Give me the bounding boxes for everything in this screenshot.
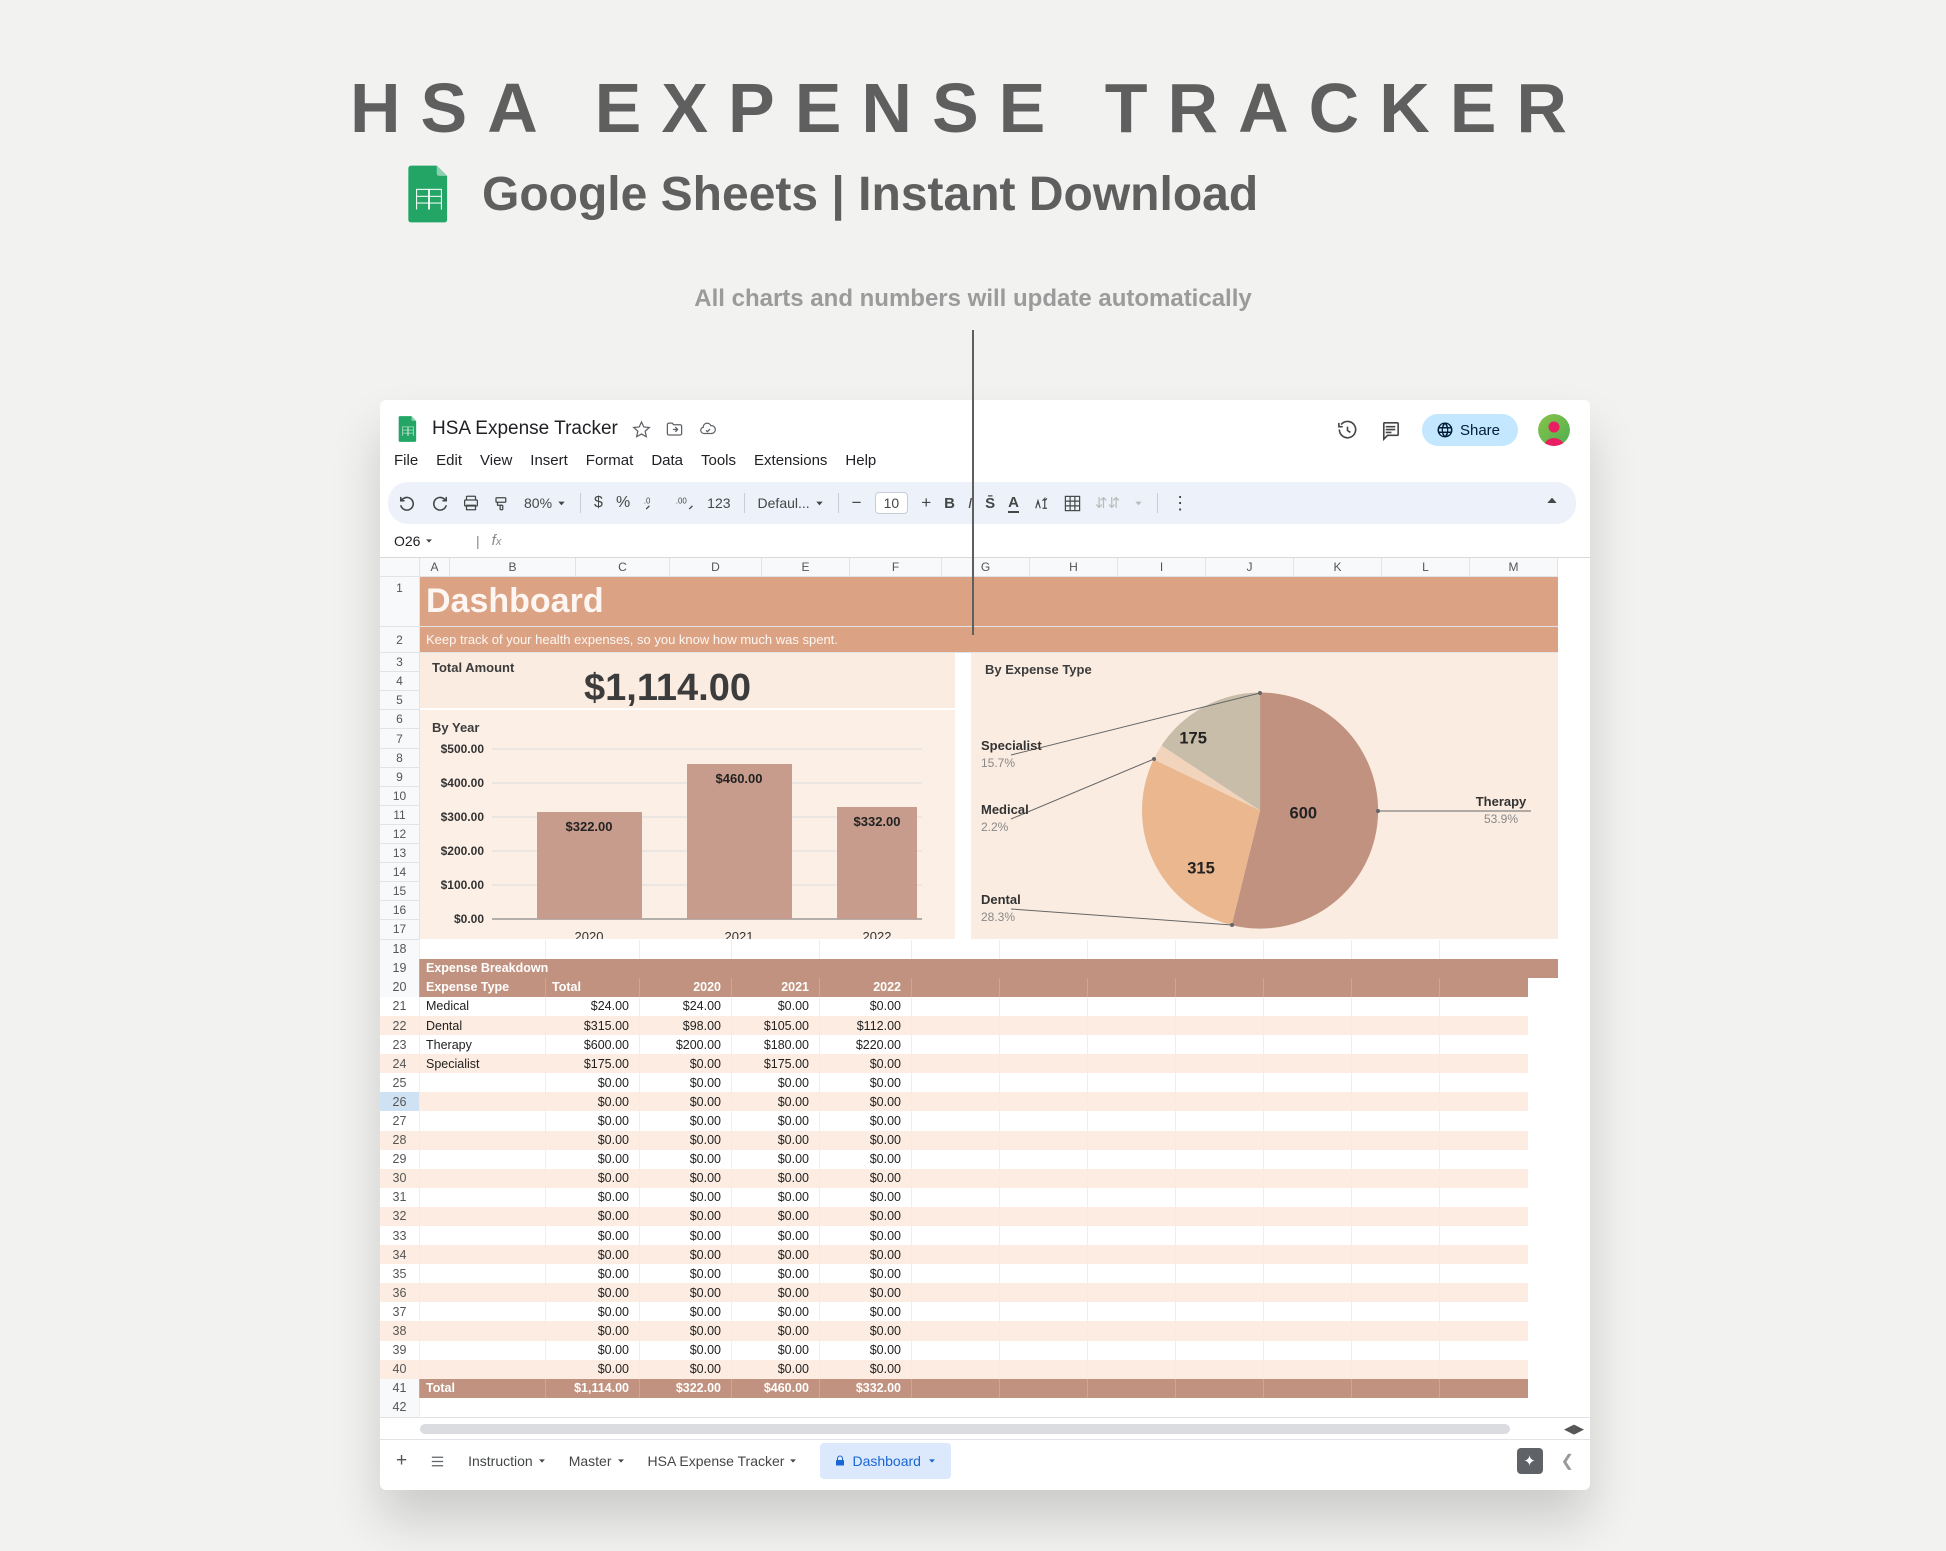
svg-text:$400.00: $400.00	[441, 776, 485, 790]
svg-text:2.2%: 2.2%	[981, 820, 1009, 834]
svg-text:$100.00: $100.00	[441, 878, 485, 892]
svg-text:2021: 2021	[725, 929, 754, 939]
svg-text:2022: 2022	[863, 929, 892, 939]
svg-text:Therapy: Therapy	[1476, 794, 1527, 809]
svg-text:175: 175	[1179, 729, 1207, 748]
svg-text:Medical: Medical	[981, 802, 1029, 817]
svg-text:$0.00: $0.00	[454, 912, 484, 926]
svg-text:$500.00: $500.00	[441, 743, 485, 756]
svg-text:15.7%: 15.7%	[981, 756, 1015, 770]
svg-text:Dental: Dental	[981, 892, 1021, 907]
svg-text:315: 315	[1187, 859, 1215, 878]
svg-text:2020: 2020	[575, 929, 604, 939]
svg-text:53.9%: 53.9%	[1484, 812, 1518, 826]
svg-text:$300.00: $300.00	[441, 810, 485, 824]
svg-text:$200.00: $200.00	[441, 844, 485, 858]
svg-text:Specialist: Specialist	[981, 738, 1042, 753]
svg-text:.00: .00	[676, 496, 688, 505]
svg-text:600: 600	[1290, 804, 1318, 823]
svg-text:$322.00: $322.00	[566, 819, 613, 834]
svg-text:$332.00: $332.00	[854, 814, 901, 829]
svg-text:$460.00: $460.00	[716, 771, 763, 786]
svg-text:.0: .0	[644, 496, 651, 505]
svg-text:28.3%: 28.3%	[981, 910, 1015, 924]
